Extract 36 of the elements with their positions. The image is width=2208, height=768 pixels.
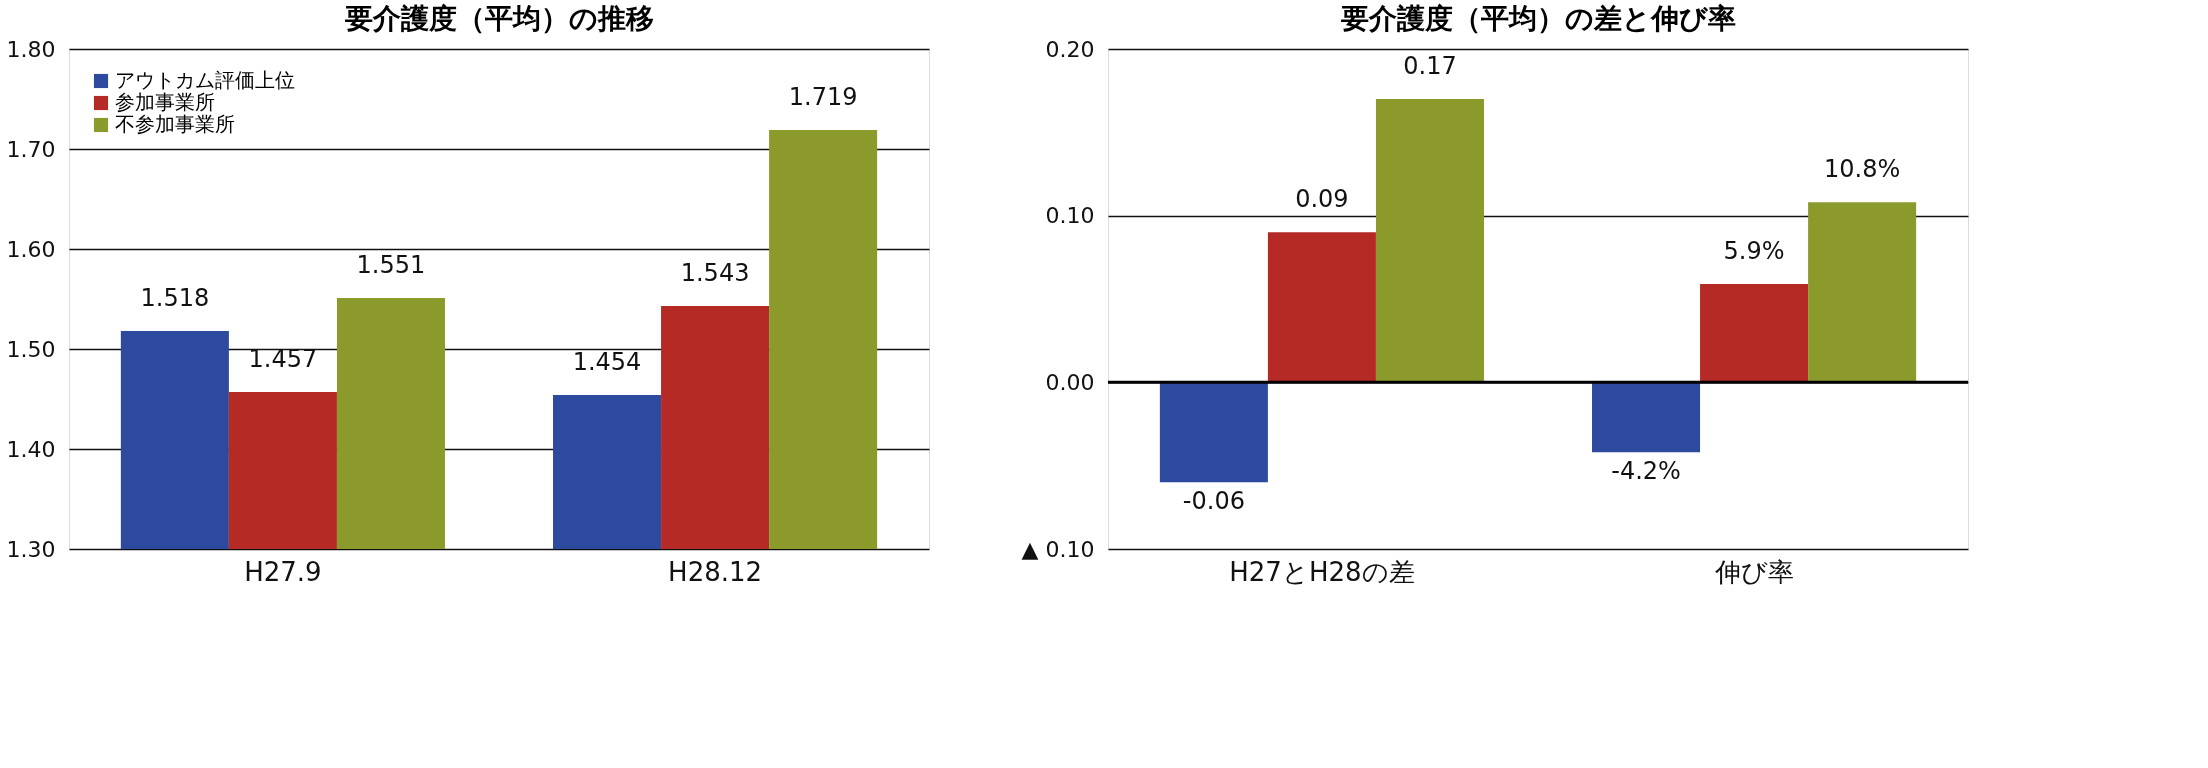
x-tick-label: 伸び率: [1713, 556, 1794, 587]
y-tick-label: 1.40: [6, 436, 56, 462]
x-tick-label: H27とH28の差: [1229, 556, 1415, 587]
data-label: 0.17: [1403, 52, 1457, 80]
y-tick-label: 1.80: [6, 36, 56, 62]
y-tick-label: 0.00: [1045, 369, 1095, 395]
bar: [1808, 202, 1917, 383]
data-label: 1.719: [788, 83, 858, 111]
y-tick-label: 1.70: [6, 136, 56, 162]
bar: [1700, 284, 1809, 383]
y-tick-label: 1.30: [6, 536, 56, 562]
legend-label: 参加事業所: [115, 90, 215, 114]
y-tick-label: 0.10: [1045, 203, 1095, 229]
bar: [1159, 382, 1268, 483]
data-label: 10.8%: [1824, 155, 1901, 184]
y-tick-label: ▲ 0.10: [1021, 536, 1095, 562]
data-label: 1.454: [572, 348, 642, 376]
x-tick-label: H27.9: [244, 556, 322, 587]
x-tick-label: H28.12: [668, 556, 763, 587]
bar: [1592, 382, 1701, 453]
bar: [1267, 232, 1376, 383]
data-label: 5.9%: [1723, 237, 1785, 265]
y-tick-label: 1.60: [6, 236, 56, 262]
data-label: -0.06: [1182, 487, 1245, 516]
data-label: 1.551: [356, 251, 426, 279]
legend-label: アウトカム評価上位: [115, 68, 295, 92]
chart-title: 要介護度（平均）の差と伸び率: [1339, 2, 1736, 35]
data-label: 0.09: [1295, 185, 1349, 214]
y-tick-label: 0.20: [1045, 36, 1095, 62]
y-tick-label: 1.50: [6, 336, 56, 362]
chart-title: 要介護度（平均）の推移: [343, 2, 654, 35]
legend-label: 不参加事業所: [115, 112, 235, 136]
data-label: -4.2%: [1611, 457, 1681, 486]
data-label: 1.518: [140, 284, 210, 312]
data-label: 1.543: [680, 259, 750, 287]
bar: [1375, 99, 1484, 383]
